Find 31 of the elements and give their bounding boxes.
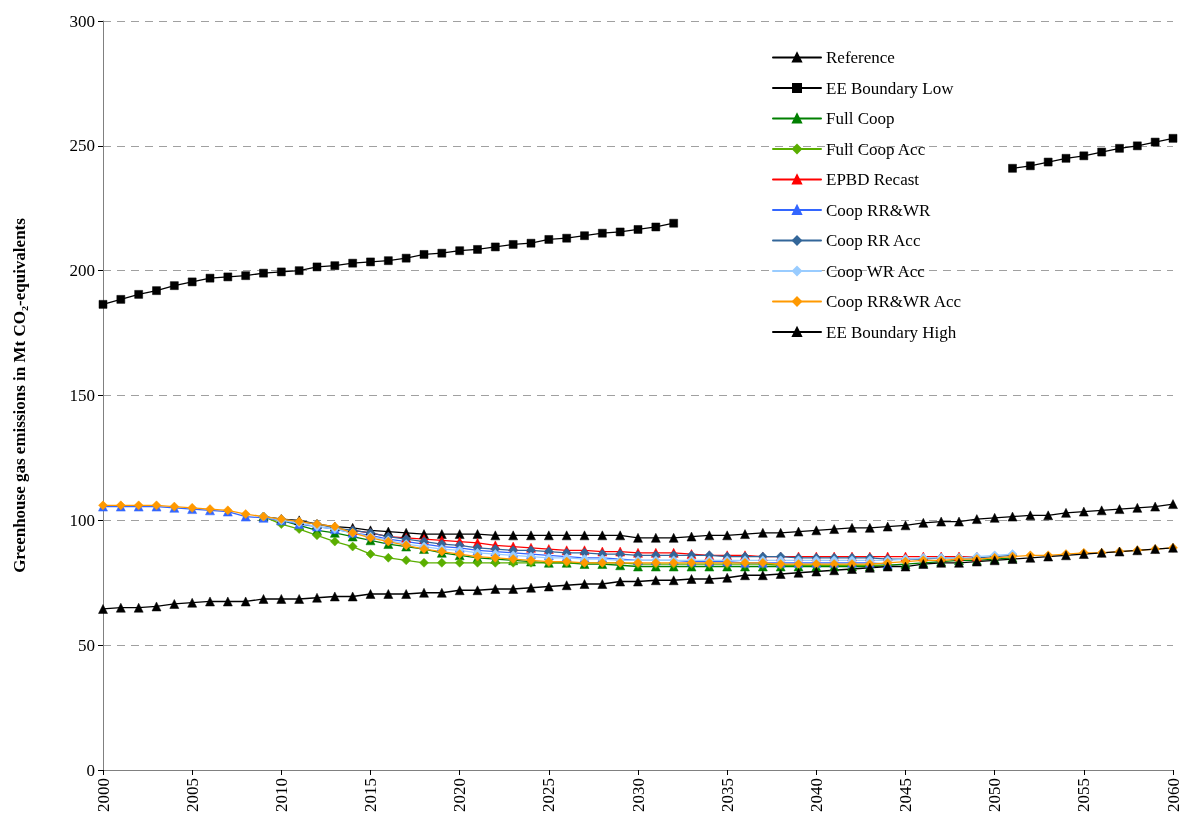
legend-label: EE Boundary Low [826, 78, 955, 98]
x-tick-label: 2055 [1074, 778, 1094, 812]
legend-label: Coop RR&WR [826, 200, 932, 220]
x-tick-label: 2015 [361, 778, 380, 812]
legend-label: Full Coop Acc [826, 139, 926, 159]
x-tick-label: 2030 [628, 778, 648, 812]
x-tick-label: 2040 [806, 778, 826, 812]
y-tick-label: 50 [78, 635, 95, 655]
x-tick-label: 2050 [985, 778, 1005, 812]
y-tick-label: 150 [69, 386, 95, 405]
legend-label: Coop RR&WR Acc [826, 292, 962, 311]
legend-label: EE Boundary High [826, 322, 957, 342]
legend-label: Full Coop [826, 109, 895, 128]
legend-label: EPBD Recast [826, 170, 920, 189]
y-tick-label: 0 [86, 760, 95, 780]
legend-label: Reference [826, 48, 895, 67]
legend-label: Coop WR Acc [826, 261, 926, 281]
x-tick-label: 2025 [539, 778, 559, 812]
y-axis-title: Greenhouse gas emissions in Mt CO₂-equivalents [10, 217, 29, 573]
y-tick-label: 300 [69, 11, 95, 31]
y-tick-label: 250 [69, 136, 95, 156]
x-tick-label: 2045 [896, 778, 915, 812]
y-tick-label: 200 [69, 261, 95, 281]
x-tick-label: 2000 [93, 778, 113, 812]
x-tick-label: 2035 [717, 778, 737, 812]
x-tick-label: 2060 [1163, 778, 1182, 812]
y-tick-label: 100 [69, 510, 95, 530]
x-tick-label: 2010 [271, 778, 291, 812]
legend-label: Coop RR Acc [826, 231, 921, 250]
x-tick-label: 2005 [182, 778, 202, 812]
x-tick-label: 2020 [450, 778, 470, 812]
